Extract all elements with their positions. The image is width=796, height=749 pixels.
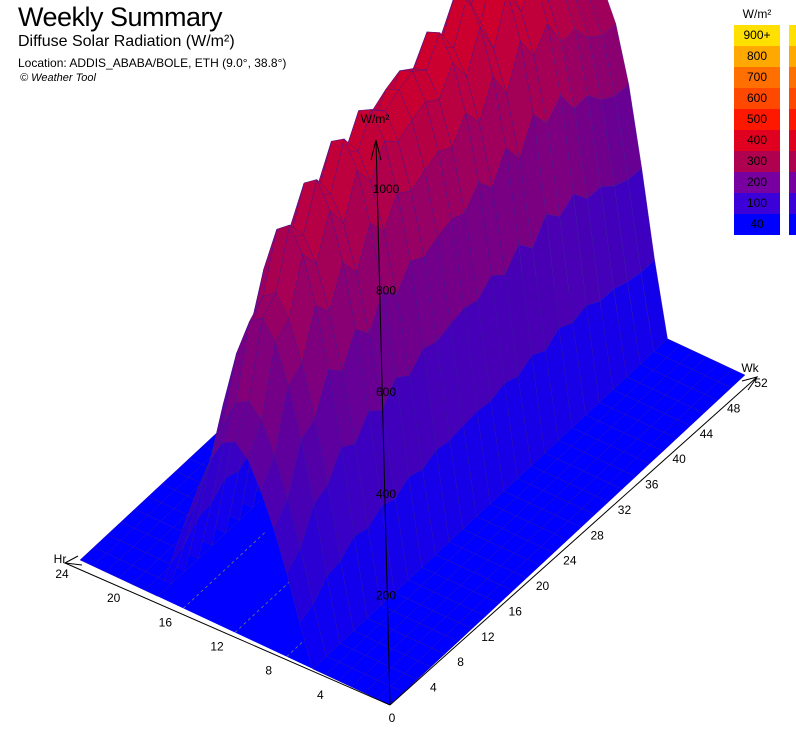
- legend-item: 800: [734, 46, 796, 67]
- legend-strip: [789, 214, 796, 235]
- hr-tick-label: 20: [107, 591, 121, 605]
- wk-tick-label: 28: [590, 528, 604, 542]
- hr-tick-label: 12: [210, 640, 224, 654]
- legend-strip: [789, 151, 796, 172]
- legend-strip: [789, 193, 796, 214]
- color-legend: W/m² 900+ 800 700 600 500 400 300 200 100 40: [734, 4, 796, 235]
- wk-tick-label: 32: [618, 503, 632, 517]
- legend-item: 100: [734, 193, 796, 214]
- z-axis-arrow: [370, 139, 382, 161]
- hr-tick-label: 24: [55, 567, 69, 581]
- z-tick-label: 200: [376, 588, 396, 602]
- hr-tick-label: 8: [265, 664, 272, 678]
- legend-strip: [789, 88, 796, 109]
- wk-tick-label: 12: [481, 630, 495, 644]
- wk-tick-label: 44: [700, 427, 714, 441]
- legend-strip: [789, 109, 796, 130]
- wk-axis-arrow: [741, 376, 759, 391]
- legend-item: 300: [734, 151, 796, 172]
- z-tick-label: 600: [376, 385, 396, 399]
- wk-tick-label: 4: [430, 681, 437, 695]
- surface-cell: [515, 0, 526, 12]
- legend-strip: [789, 67, 796, 88]
- z-tick-label: 400: [376, 487, 396, 501]
- tick-labels: 2004006008001000481216202448121620242832…: [54, 112, 768, 725]
- location-label: Location: ADDIS_ABABA/BOLE, ETH (9.0°, 3…: [18, 56, 287, 70]
- legend-item: 200: [734, 172, 796, 193]
- credit-label: © Weather Tool: [20, 72, 96, 84]
- legend-item: 40: [734, 214, 796, 235]
- floor-grid-line: [183, 531, 266, 609]
- wk-tick-label: 8: [457, 655, 464, 669]
- legend-swatch: 800: [734, 46, 780, 67]
- page-title: Weekly Summary: [18, 2, 223, 32]
- legend-swatch: 500: [734, 109, 780, 130]
- wk-tick-label: 48: [727, 401, 741, 415]
- origin-label: 0: [389, 711, 396, 725]
- hr-tick-label: 16: [159, 615, 173, 629]
- legend-item: 400: [734, 130, 796, 151]
- legend-strip: [789, 46, 796, 67]
- z-axis-title: W/m²: [361, 112, 390, 126]
- legend-swatch: 600: [734, 88, 780, 109]
- surface-cell: [79, 547, 107, 567]
- wk-tick-label: 16: [509, 604, 523, 618]
- floor-grid-line: [234, 556, 318, 633]
- surface-cell: [547, 0, 549, 1]
- hr-axis-arrow: [63, 555, 83, 566]
- legend-item: 900+: [734, 25, 796, 46]
- z-tick-label: 800: [376, 284, 396, 298]
- hr-axis-title: Hr: [54, 552, 67, 566]
- legend-swatch: 400: [734, 130, 780, 151]
- legend-strip: [789, 25, 796, 46]
- legend-strip: [789, 172, 796, 193]
- wk-tick-label: 24: [563, 554, 577, 568]
- legend-item: 500: [734, 109, 796, 130]
- wk-tick-label: 52: [754, 376, 768, 390]
- hr-axis-line: [64, 562, 391, 706]
- legend-unit: W/m²: [742, 7, 772, 21]
- hr-tick-label: 4: [317, 688, 324, 702]
- legend-swatch: 900+: [734, 25, 780, 46]
- axes: [63, 139, 759, 706]
- legend-swatch: 300: [734, 151, 780, 172]
- page-subtitle: Diffuse Solar Radiation (W/m²): [18, 33, 235, 50]
- legend-swatch: 100: [734, 193, 780, 214]
- legend-swatch: 700: [734, 67, 780, 88]
- wk-tick-label: 20: [536, 579, 550, 593]
- z-tick-label: 1000: [373, 182, 400, 196]
- wk-axis-title: Wk: [741, 361, 759, 375]
- legend-swatch: 200: [734, 172, 780, 193]
- surface-cell: [512, 0, 522, 12]
- legend-item: 600: [734, 88, 796, 109]
- wk-axis-line: [389, 376, 758, 706]
- legend-item: 700: [734, 67, 796, 88]
- legend-strip: [789, 130, 796, 151]
- wk-tick-label: 40: [672, 452, 686, 466]
- legend-swatch: 40: [734, 214, 780, 235]
- z-axis-line: [375, 139, 391, 706]
- surface-mesh: [79, 0, 746, 706]
- wk-tick-label: 36: [645, 478, 659, 492]
